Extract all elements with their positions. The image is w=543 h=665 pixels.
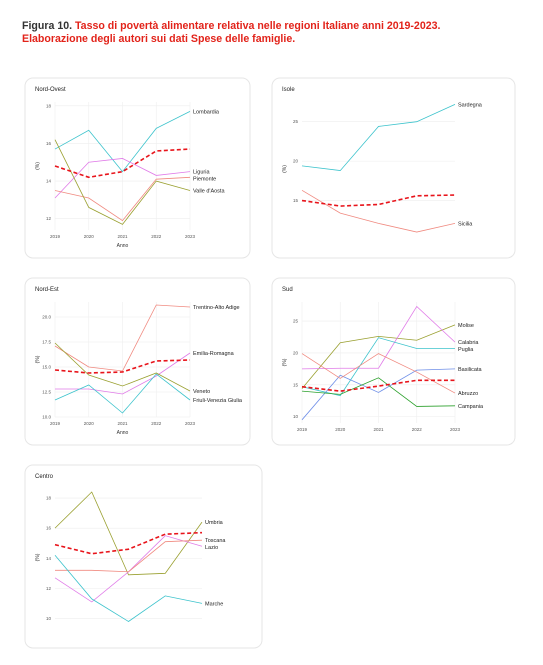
- series-line: [301, 337, 455, 397]
- series-label: Calabria: [458, 340, 479, 346]
- average-line: [54, 148, 191, 179]
- series-line: [301, 353, 456, 394]
- series-line: [301, 368, 456, 421]
- panel-title: Sud: [282, 287, 293, 293]
- y-tick-label: 25: [293, 119, 299, 124]
- panel-title: Nord-Est: [35, 287, 59, 293]
- series-label: Friuli-Venezia Giulia: [193, 398, 243, 404]
- series-line: [55, 352, 191, 395]
- y-tick-label: 17.5: [42, 340, 51, 345]
- figure-caption-text: Tasso di povertà alimentare relativa nel…: [22, 20, 441, 45]
- series-line: [54, 158, 191, 199]
- panel-card: [271, 277, 516, 446]
- x-tick-label: 2020: [84, 421, 95, 426]
- series-line: [54, 342, 191, 392]
- x-tick-label: 2019: [50, 234, 61, 239]
- y-tick-label: 14: [46, 556, 52, 561]
- series-label: Veneto: [193, 389, 210, 395]
- x-tick-label: 2023: [450, 427, 461, 432]
- y-tick-label: 10: [293, 414, 299, 419]
- panel-title: Centro: [35, 474, 54, 480]
- y-axis-label: (%): [282, 358, 288, 366]
- x-tick-label: 2019: [50, 421, 61, 426]
- y-tick-label: 25: [293, 319, 299, 324]
- y-tick-label: 20: [293, 350, 299, 355]
- y-tick-label: 15: [293, 198, 299, 203]
- y-tick-label: 18: [46, 103, 52, 108]
- x-tick-label: 2021: [117, 421, 128, 426]
- series-line: [301, 324, 456, 389]
- y-tick-label: 16: [46, 141, 52, 146]
- series-line: [301, 104, 456, 171]
- series-label: Sicilia: [458, 221, 473, 227]
- panel-title: Nord-Ovest: [35, 87, 66, 93]
- x-tick-label: 2022: [151, 234, 162, 239]
- series-line: [54, 304, 191, 372]
- series-line: [54, 111, 191, 173]
- series-label: Basilicata: [458, 367, 482, 373]
- series-label: Umbria: [205, 520, 224, 526]
- x-tick-label: 2021: [373, 427, 384, 432]
- y-tick-label: 15: [293, 382, 299, 387]
- figure-caption: Figura 10. Tasso di povertà alimentare r…: [22, 20, 492, 46]
- y-axis-label: (%): [35, 553, 41, 561]
- series-label: Lombardia: [193, 109, 220, 115]
- series-label: Trentino-Alto Adige: [193, 305, 240, 311]
- series-label: Emilia-Romagna: [193, 351, 235, 357]
- x-tick-label: 2023: [185, 234, 196, 239]
- x-tick-label: 2023: [185, 421, 196, 426]
- series-line: [301, 305, 456, 370]
- series-label: Valle d'Aosta: [193, 188, 225, 194]
- series-label: Piemonte: [193, 177, 216, 183]
- series-line: [301, 189, 456, 233]
- series-label: Abruzzo: [458, 391, 478, 397]
- y-tick-label: 16: [46, 526, 52, 531]
- panel-title: Isole: [282, 87, 295, 93]
- series-line: [54, 554, 203, 622]
- x-tick-label: 2021: [117, 234, 128, 239]
- y-tick-label: 12: [46, 586, 52, 591]
- y-tick-label: 12: [46, 216, 52, 221]
- y-tick-label: 10: [46, 616, 52, 621]
- series-line: [54, 373, 191, 414]
- panel-card: [24, 277, 251, 446]
- y-axis-label: (%): [35, 162, 41, 170]
- series-label: Puglia: [458, 347, 474, 353]
- y-tick-label: 20: [293, 159, 299, 164]
- x-tick-label: 2022: [151, 421, 162, 426]
- x-tick-label: 2022: [412, 427, 423, 432]
- y-tick-label: 18: [46, 496, 52, 501]
- panel-card: [271, 77, 516, 259]
- y-tick-label: 20.0: [42, 315, 51, 320]
- y-tick-label: 10.0: [42, 415, 51, 420]
- series-label: Toscana: [205, 538, 226, 544]
- series-line: [54, 491, 203, 576]
- series-label: Marche: [205, 601, 223, 607]
- series-line: [54, 176, 191, 222]
- x-tick-label: 2020: [84, 234, 95, 239]
- series-label: Molise: [458, 323, 474, 329]
- figure-label: Figura 10.: [22, 20, 73, 32]
- series-line: [301, 377, 456, 407]
- y-tick-label: 15.0: [42, 365, 51, 370]
- series-label: Sardegna: [458, 102, 483, 108]
- series-line: [54, 139, 191, 225]
- y-tick-label: 14: [46, 179, 52, 184]
- series-label: Campania: [458, 404, 484, 410]
- series-label: Lazio: [205, 545, 218, 551]
- series-label: Liguria: [193, 170, 210, 176]
- x-tick-label: 2020: [335, 427, 346, 432]
- average-line: [54, 531, 203, 555]
- panel-card: [24, 77, 251, 259]
- x-axis-label: Anno: [117, 430, 129, 436]
- y-tick-label: 12.5: [42, 390, 51, 395]
- y-axis-label: (%): [282, 165, 288, 173]
- y-axis-label: (%): [35, 355, 41, 363]
- series-line: [55, 539, 203, 573]
- x-axis-label: Anno: [117, 243, 129, 249]
- average-line: [54, 359, 191, 374]
- x-tick-label: 2019: [297, 427, 308, 432]
